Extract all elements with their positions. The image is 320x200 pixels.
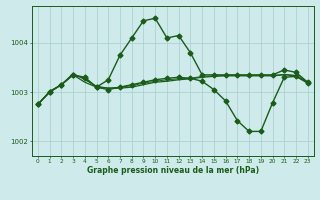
X-axis label: Graphe pression niveau de la mer (hPa): Graphe pression niveau de la mer (hPa): [87, 166, 259, 175]
